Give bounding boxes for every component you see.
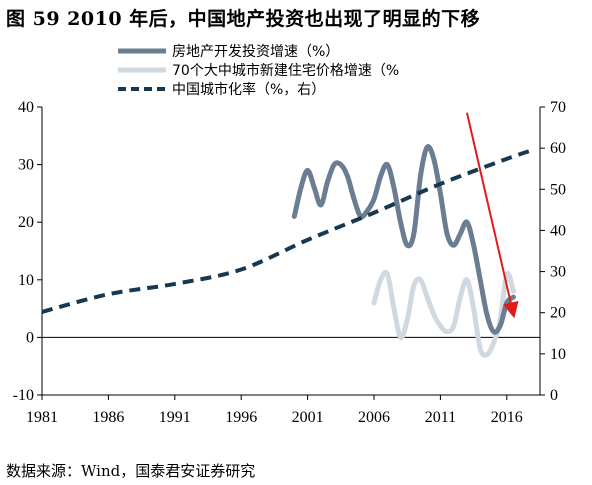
right-tick-label: 60 [550,140,566,157]
left-tick-label: -10 [13,387,34,404]
x-tick-label: 1981 [26,409,58,426]
legend-label-investment: 房地产开发投资增速（%） [172,44,339,60]
left-tick-label: 20 [18,214,34,231]
x-tick-label: 2016 [491,409,523,426]
series-group [41,144,535,358]
left-tick-label: 30 [18,157,34,174]
left-tick-label: 40 [18,99,34,116]
urbanization-rate-line [41,147,535,314]
right-tick-label: 70 [550,99,566,116]
downtrend-arrow [465,112,519,319]
housing-price-growth-line [371,269,516,358]
left-tick-label: 0 [26,329,34,346]
x-tick-label: 1991 [159,409,191,426]
right-tick-label: 40 [550,222,566,239]
axes-group: 40 30 20 10 0 -10 70 60 50 40 30 20 10 0 1981 1986 1991 1… [13,99,566,426]
x-tick-label: 1986 [92,409,124,426]
annotation-group [465,112,519,319]
legend-label-urbanization: 中国城市化率（%，右） [172,81,325,98]
right-tick-label: 10 [550,346,566,363]
right-tick-label: 30 [550,264,566,281]
right-tick-label: 50 [550,181,566,198]
legend: 房地产开发投资增速（%） 70个大中城市新建住宅价格增速（% 中国城市化率（%，右） [118,44,399,98]
legend-label-housing-price: 70个大中城市新建住宅价格增速（% [172,62,399,79]
right-tick-label: 20 [550,305,566,322]
source-note: 数据来源：Wind，国泰君安证券研究 [6,462,256,480]
chart-title: 图 59 2010 年后，中国地产投资也出现了明显的下移 [6,8,481,30]
x-tick-label: 2006 [358,409,390,426]
x-tick-label: 2001 [292,409,324,426]
right-tick-label: 0 [550,387,558,404]
x-tick-label: 2011 [425,409,456,426]
investment-growth-line [291,144,516,335]
x-tick-label: 1996 [225,409,257,426]
left-tick-label: 10 [18,272,34,289]
